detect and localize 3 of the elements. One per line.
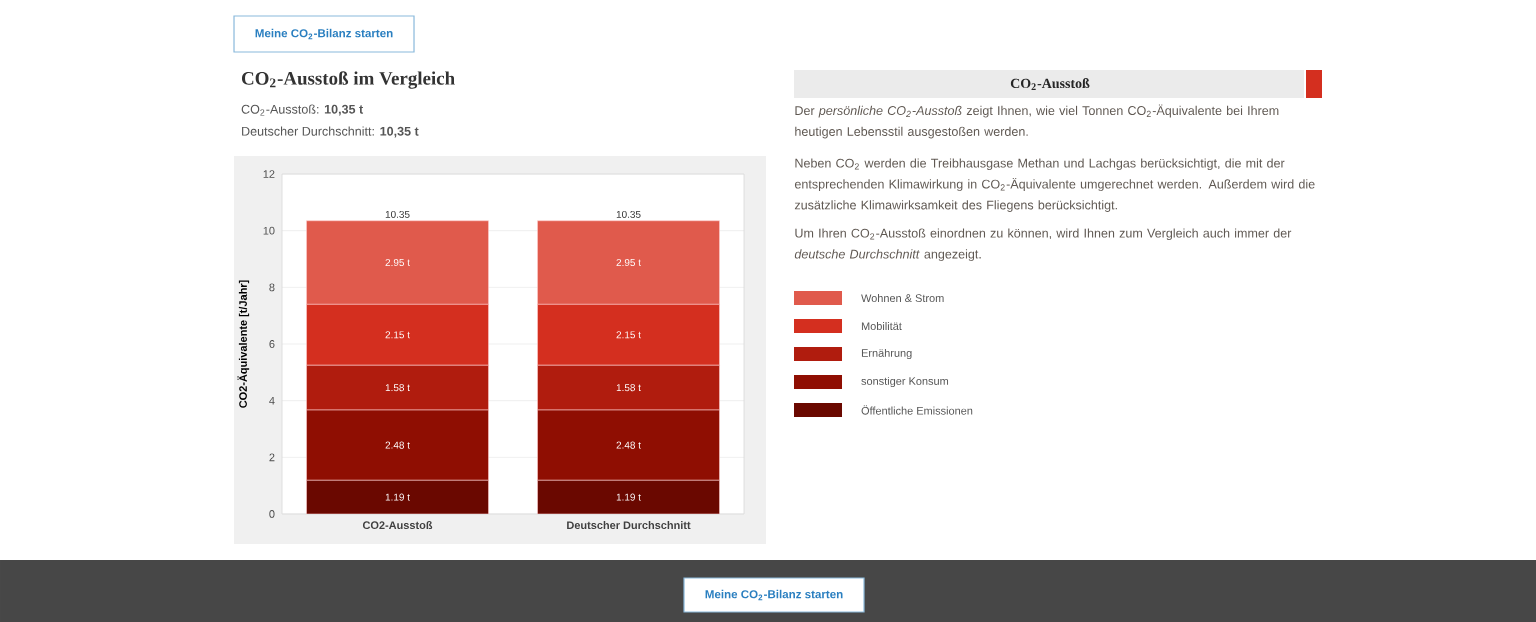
bar: [537, 479, 720, 514]
bar: [306, 479, 489, 514]
chart-title: CO$_{2}$-Ausstoß im Vergleich: [241, 71, 455, 89]
